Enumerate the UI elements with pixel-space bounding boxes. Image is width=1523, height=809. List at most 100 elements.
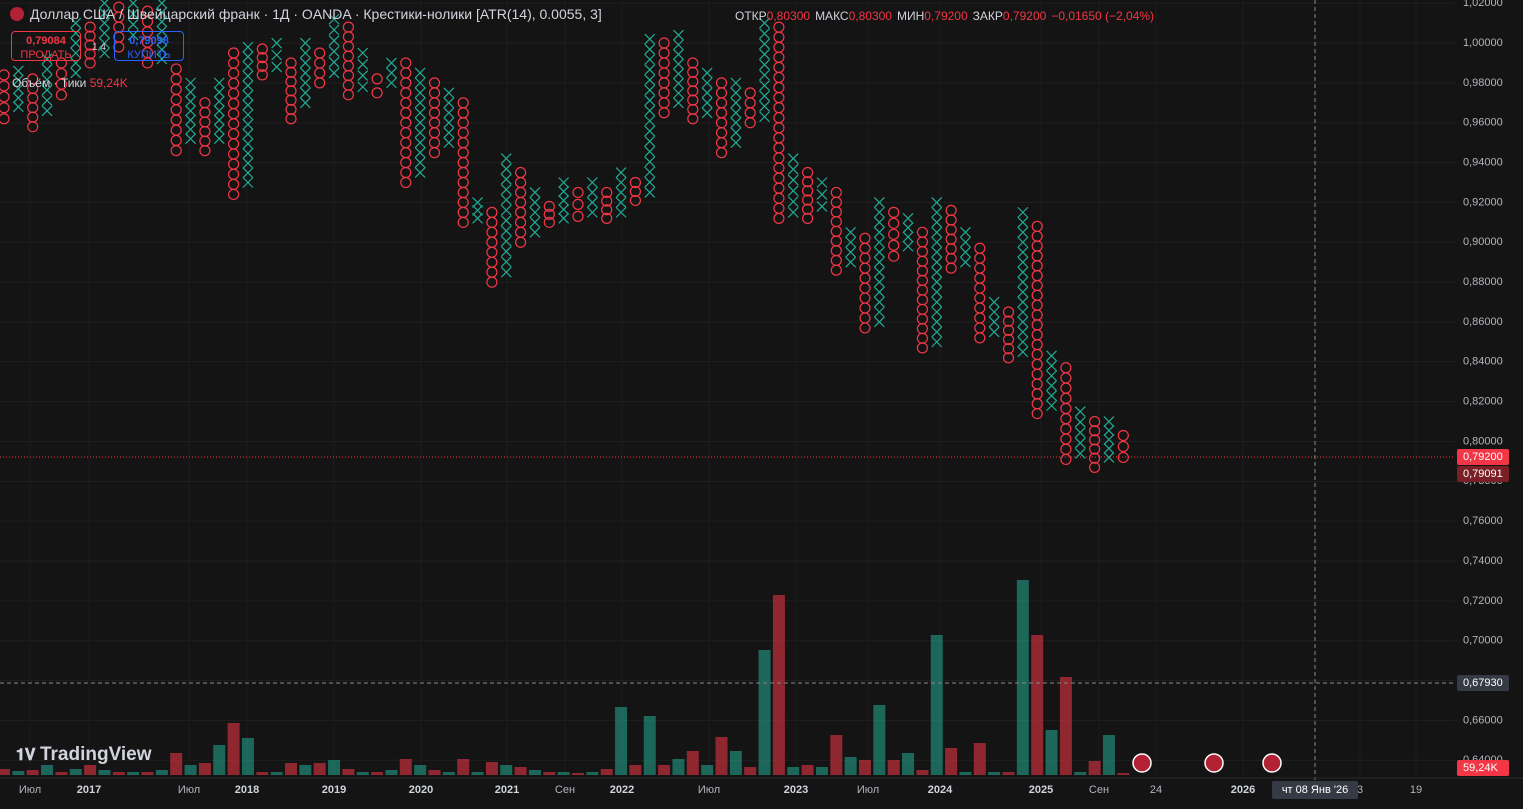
o-symbol xyxy=(342,31,354,43)
x-symbol xyxy=(673,29,684,41)
volume-bar xyxy=(1088,761,1101,775)
o-symbol xyxy=(55,89,68,101)
price-badge xyxy=(1457,466,1509,482)
volume-bar xyxy=(930,635,943,775)
x-symbol xyxy=(99,47,110,59)
x-symbol xyxy=(1017,346,1029,358)
x-symbol xyxy=(873,256,885,268)
x-symbol xyxy=(443,127,455,139)
x-symbol xyxy=(730,137,742,149)
y-tick-label: 0,86000 xyxy=(1463,316,1503,328)
o-column xyxy=(27,73,39,133)
x-symbol xyxy=(586,196,598,208)
volume-bar xyxy=(371,772,384,775)
o-symbol xyxy=(228,57,240,69)
x-symbol xyxy=(12,92,24,104)
symbol-title: Доллар США / Швейцарский франк · 1Д · OA… xyxy=(10,6,602,22)
o-symbol xyxy=(715,127,728,139)
x-symbol xyxy=(673,78,684,89)
x-symbol xyxy=(586,206,598,218)
x-symbol xyxy=(12,101,24,113)
x-symbol xyxy=(931,216,943,228)
o-symbol xyxy=(543,216,555,228)
ohlc-value: 0,80300 xyxy=(848,9,892,23)
volume-bar xyxy=(41,765,54,775)
o-symbol xyxy=(199,97,211,109)
y-tick-label: 0,66000 xyxy=(1463,714,1503,726)
o-column xyxy=(228,47,240,201)
o-symbol xyxy=(170,83,182,95)
y-tick-label: 0,80000 xyxy=(1463,435,1503,447)
o-symbol xyxy=(945,252,957,265)
o-symbol xyxy=(773,41,785,53)
o-symbol xyxy=(342,89,354,101)
x-symbol xyxy=(931,226,943,238)
o-symbol xyxy=(974,262,986,274)
o-symbol xyxy=(514,216,527,228)
o-symbol xyxy=(1088,425,1101,437)
x-symbol xyxy=(644,54,656,65)
x-symbol xyxy=(328,56,340,68)
x-tick-label: 24 xyxy=(1150,784,1162,796)
o-symbol xyxy=(830,254,842,267)
x-symbol xyxy=(960,246,971,258)
x-tick-label: 19 xyxy=(1410,784,1422,796)
volume-bar xyxy=(1031,635,1044,775)
o-symbol xyxy=(773,172,785,184)
o-column xyxy=(801,166,814,224)
buy-button[interactable]: 0,79098 КУПИТЬ xyxy=(114,31,184,61)
o-symbol xyxy=(228,178,240,190)
x-symbol xyxy=(500,225,512,237)
price-badge-label: 0,79200 xyxy=(1463,451,1503,463)
x-symbol xyxy=(12,74,24,86)
x-symbol xyxy=(414,77,426,89)
volume-bar xyxy=(1016,580,1029,775)
x-symbol xyxy=(1074,427,1086,438)
x-symbol xyxy=(873,306,885,318)
o-symbol xyxy=(486,246,498,258)
x-symbol xyxy=(558,177,570,188)
volume-legend: Объём · Тики 59,24K xyxy=(12,76,128,90)
x-symbol xyxy=(759,17,770,29)
x-symbol xyxy=(873,216,885,228)
sell-button[interactable]: 0,79084 ПРОДАТЬ xyxy=(11,31,81,61)
o-column xyxy=(629,176,642,207)
x-column xyxy=(586,177,598,218)
x-symbol xyxy=(873,226,885,238)
o-symbol xyxy=(543,200,555,213)
o-symbol xyxy=(457,147,469,159)
x-symbol xyxy=(673,48,684,60)
volume-bar xyxy=(873,705,886,775)
x-symbol xyxy=(242,41,254,53)
x-column xyxy=(615,167,627,218)
x-tick-label: 2018 xyxy=(235,784,259,796)
o-symbol xyxy=(428,87,441,99)
x-symbol xyxy=(242,51,254,63)
x-symbol xyxy=(242,157,254,169)
o-column xyxy=(285,57,297,125)
o-symbol xyxy=(400,87,412,99)
o-symbol xyxy=(486,226,498,238)
x-symbol xyxy=(242,109,254,121)
x-symbol xyxy=(213,123,225,135)
o-symbol xyxy=(285,94,297,106)
ohlc-label: ОТКР xyxy=(735,9,767,23)
volume-bar xyxy=(198,763,211,775)
x-tick-label: Июл xyxy=(698,784,720,796)
o-column xyxy=(715,77,728,159)
o-symbol xyxy=(658,97,670,109)
o-symbol xyxy=(285,113,297,125)
o-symbol xyxy=(170,63,182,75)
o-symbol xyxy=(457,127,469,139)
x-symbol xyxy=(99,27,110,39)
o-symbol xyxy=(285,75,297,88)
o-symbol xyxy=(514,226,527,238)
o-symbol xyxy=(916,294,929,306)
o-symbol xyxy=(1060,362,1072,374)
o-symbol xyxy=(514,236,527,248)
o-symbol xyxy=(27,101,39,114)
o-symbol xyxy=(457,176,469,189)
o-symbol xyxy=(228,67,240,79)
x-symbol xyxy=(242,60,254,72)
